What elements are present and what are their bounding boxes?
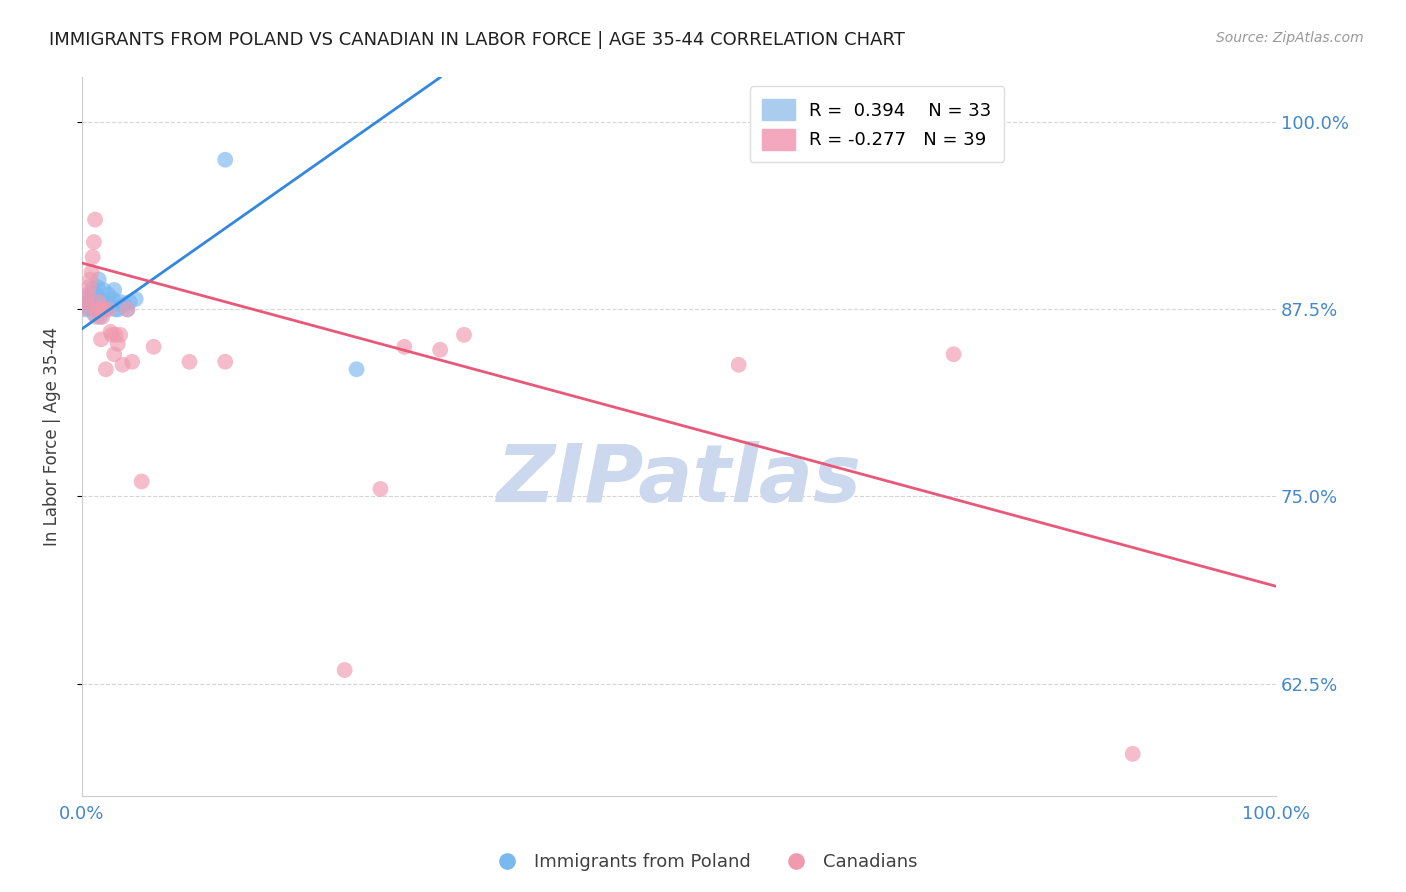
Point	[87, 294, 110, 309]
Point	[82, 250, 104, 264]
Point	[108, 327, 131, 342]
Point	[118, 294, 141, 309]
Text: Source: ZipAtlas.com: Source: ZipAtlas.com	[1216, 31, 1364, 45]
Point	[214, 153, 236, 167]
Point	[97, 287, 120, 301]
Point	[76, 298, 98, 312]
Point	[142, 340, 165, 354]
Point	[75, 302, 97, 317]
Point	[117, 302, 139, 317]
Point	[1122, 747, 1144, 761]
Point	[96, 294, 118, 309]
Point	[333, 663, 356, 677]
Point	[429, 343, 451, 357]
Point	[131, 475, 153, 489]
Point	[86, 302, 108, 317]
Point	[79, 296, 101, 310]
Point	[89, 302, 111, 317]
Point	[80, 292, 103, 306]
Point	[112, 298, 135, 312]
Point	[100, 325, 122, 339]
Point	[103, 283, 125, 297]
Point	[84, 302, 107, 317]
Point	[117, 302, 139, 317]
Point	[97, 302, 120, 317]
Point	[727, 358, 749, 372]
Point	[91, 310, 114, 324]
Point	[107, 302, 129, 317]
Point	[394, 340, 416, 354]
Point	[103, 347, 125, 361]
Legend: R =  0.394    N = 33, R = -0.277   N = 39: R = 0.394 N = 33, R = -0.277 N = 39	[749, 87, 1004, 162]
Text: IMMIGRANTS FROM POLAND VS CANADIAN IN LABOR FORCE | AGE 35-44 CORRELATION CHART: IMMIGRANTS FROM POLAND VS CANADIAN IN LA…	[49, 31, 905, 49]
Text: ZIPatlas: ZIPatlas	[496, 441, 862, 518]
Point	[77, 290, 100, 304]
Point	[77, 287, 100, 301]
Point	[84, 212, 107, 227]
Point	[84, 310, 107, 324]
Point	[121, 355, 143, 369]
Point	[83, 235, 105, 249]
Legend: Immigrants from Poland, Canadians: Immigrants from Poland, Canadians	[481, 847, 925, 879]
Point	[84, 287, 107, 301]
Point	[93, 302, 115, 317]
Point	[80, 285, 103, 300]
Point	[87, 272, 110, 286]
Point	[453, 327, 475, 342]
Point	[370, 482, 392, 496]
Point	[93, 283, 115, 297]
Point	[101, 327, 124, 342]
Point	[75, 301, 97, 315]
Point	[346, 362, 368, 376]
Point	[80, 265, 103, 279]
Point	[90, 302, 112, 317]
Point	[77, 301, 100, 315]
Point	[86, 280, 108, 294]
Point	[179, 355, 201, 369]
Point	[76, 294, 98, 309]
Point	[82, 281, 104, 295]
Point	[90, 332, 112, 346]
Point	[104, 302, 127, 317]
Point	[108, 294, 131, 309]
Point	[107, 336, 129, 351]
Point	[89, 310, 111, 324]
Point	[77, 294, 100, 309]
Point	[79, 272, 101, 286]
Point	[77, 280, 100, 294]
Y-axis label: In Labor Force | Age 35-44: In Labor Force | Age 35-44	[44, 327, 60, 546]
Point	[94, 302, 117, 317]
Point	[104, 327, 127, 342]
Point	[214, 355, 236, 369]
Point	[125, 292, 148, 306]
Point	[83, 307, 105, 321]
Point	[91, 292, 114, 306]
Point	[111, 358, 134, 372]
Point	[942, 347, 965, 361]
Point	[101, 298, 124, 312]
Point	[94, 362, 117, 376]
Point	[101, 292, 124, 306]
